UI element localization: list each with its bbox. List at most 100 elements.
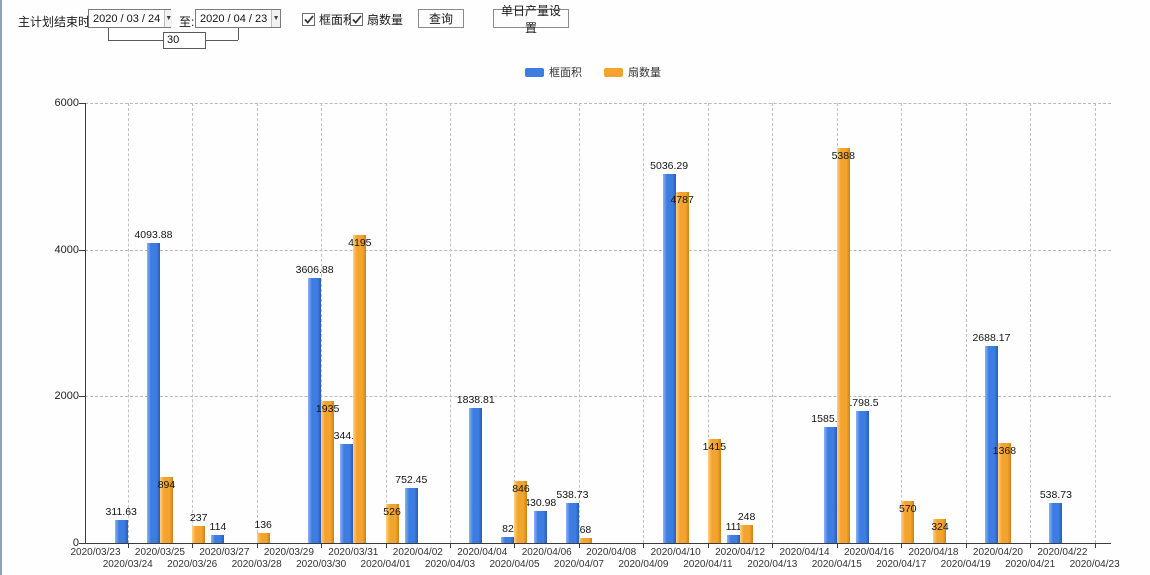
bar-sash-count: [740, 524, 754, 543]
bar-frame-area: [114, 520, 128, 543]
x-gridline: [450, 103, 452, 543]
bar-sash-count: [514, 480, 528, 543]
bar-frame-area: [404, 487, 418, 543]
bar-value-label: 538.73: [556, 489, 589, 502]
start-date-picker[interactable]: 2020 / 03 / 24 ▼: [88, 9, 173, 28]
checkbox-check-icon[interactable]: [350, 13, 363, 26]
x-axis-label: 2020/04/12: [715, 547, 766, 558]
frame-area-checkbox[interactable]: 框面积: [302, 11, 355, 28]
x-axis-label: 2020/03/30: [296, 559, 347, 570]
y-axis-line: [85, 103, 86, 543]
x-axis-tick: [643, 543, 645, 548]
bar-value-label: 237: [189, 511, 208, 524]
bar-value-label: 311.63: [105, 506, 137, 519]
legend-label: 框面积: [549, 67, 582, 79]
bar-value-label: 82: [502, 522, 514, 535]
bar-frame-area: [1049, 503, 1063, 543]
bar-value-label: 2688.17: [972, 331, 1011, 344]
x-axis-tick: [1094, 543, 1096, 548]
x-gridline: [514, 103, 516, 543]
start-date-value: 2020 / 03 / 24: [93, 12, 161, 25]
bar-value-label: 1798.5: [846, 397, 879, 410]
toolbar: 主计划结束时间: 2020 / 03 / 24 ▼ 至: 2020 / 04 /…: [0, 0, 1150, 56]
x-axis-tick: [901, 543, 903, 548]
legend-swatch-blue: [525, 67, 544, 77]
legend-swatch-orange: [604, 67, 623, 77]
x-axis-label: 2020/04/15: [811, 559, 862, 570]
bar-value-label: 114: [209, 520, 227, 533]
x-axis-label: 2020/04/11: [683, 559, 733, 570]
x-gridline: [578, 103, 580, 543]
bar-sash-count: [353, 235, 367, 543]
x-gridline: [256, 103, 258, 543]
x-axis-tick: [772, 543, 774, 548]
bar-value-label: 3606.88: [295, 264, 334, 277]
legend-label: 扇数量: [628, 67, 661, 79]
x-axis-label: 2020/04/20: [972, 547, 1023, 558]
bar-value-label: 894: [157, 479, 176, 492]
y-axis-label: 6000: [54, 97, 79, 109]
bar-sash-count: [901, 501, 915, 543]
chart-legend: 框面积 扇数量: [525, 64, 661, 80]
sash-count-checkbox[interactable]: 扇数量: [350, 11, 403, 28]
x-axis-label: 2020/04/01: [360, 559, 411, 570]
x-gridline: [965, 103, 967, 543]
x-axis-tick: [514, 543, 516, 548]
checkbox-check-icon[interactable]: [302, 13, 315, 26]
legend-item-frame-area: 框面积: [525, 64, 582, 80]
bar-value-label: 538.73: [1039, 489, 1072, 502]
query-button[interactable]: 查询: [418, 9, 464, 28]
x-axis-tick: [707, 543, 709, 548]
sash-count-checkbox-label: 扇数量: [367, 13, 404, 27]
x-axis-tick: [836, 543, 838, 548]
bar-sash-count: [675, 191, 689, 543]
x-gridline: [707, 103, 709, 543]
bar-value-label: 430.98: [524, 497, 557, 510]
bar-sash-count: [997, 442, 1011, 543]
dropdown-arrow-icon[interactable]: ▼: [271, 10, 280, 27]
bracket-line: [238, 28, 239, 40]
bar-frame-area: [211, 534, 225, 543]
bar-frame-area: [469, 408, 483, 543]
bar-sash-count: [321, 401, 335, 543]
bracket-line: [108, 28, 109, 40]
bar-frame-area: [308, 278, 322, 543]
x-axis-label: 2020/04/02: [392, 547, 443, 558]
x-axis-label: 2020/04/13: [747, 559, 798, 570]
bar-value-label: 846: [512, 482, 530, 495]
x-axis-label: 2020/04/22: [1037, 547, 1088, 558]
y-gridline: [85, 249, 1111, 251]
x-axis-tick: [256, 543, 258, 548]
y-axis-tick: [79, 103, 85, 104]
bar-sash-count: [385, 504, 399, 543]
x-axis-label: 2020/04/07: [553, 559, 604, 570]
end-date-picker[interactable]: 2020 / 04 / 23 ▼: [195, 9, 281, 28]
bar-sash-count: [192, 525, 206, 543]
x-axis-label: 2020/03/23: [70, 547, 121, 558]
x-axis-label: 2020/03/28: [231, 559, 282, 570]
x-axis-tick: [578, 543, 580, 548]
bar-value-label: 324: [931, 521, 949, 534]
interval-days-input[interactable]: 30: [163, 32, 206, 49]
x-axis-label: 2020/04/06: [521, 547, 572, 558]
bar-frame-area: [984, 345, 998, 543]
x-axis-label: 2020/03/26: [167, 559, 218, 570]
dropdown-arrow-icon[interactable]: ▼: [164, 10, 173, 27]
bracket-line: [206, 40, 238, 41]
x-axis-label: 2020/04/14: [779, 547, 830, 558]
bar-value-label: 5036.29: [650, 159, 689, 172]
x-axis-tick: [450, 543, 452, 548]
x-gridline: [321, 103, 323, 543]
y-axis-label: 2000: [54, 390, 79, 403]
bar-value-label: 68: [579, 524, 592, 536]
x-gridline: [192, 103, 194, 543]
x-axis-tick: [192, 543, 194, 548]
x-axis-tick: [965, 543, 967, 548]
bar-value-label: 248: [737, 510, 756, 523]
y-gridline: [85, 396, 1111, 398]
bar-sash-count: [836, 147, 850, 543]
bar-frame-area: [146, 242, 160, 543]
bar-value-label: 1838.81: [456, 394, 495, 407]
bar-value-label: 1935: [315, 403, 340, 416]
